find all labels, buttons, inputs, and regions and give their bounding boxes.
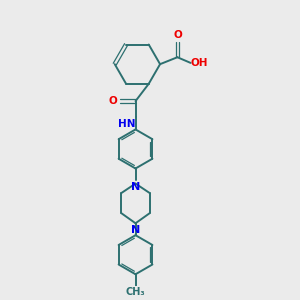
Text: N: N bbox=[131, 182, 140, 192]
Text: CH₃: CH₃ bbox=[126, 287, 145, 298]
Text: HN: HN bbox=[118, 119, 136, 129]
Text: O: O bbox=[109, 96, 117, 106]
Text: N: N bbox=[131, 224, 140, 235]
Text: OH: OH bbox=[191, 58, 208, 68]
Text: O: O bbox=[173, 30, 182, 40]
